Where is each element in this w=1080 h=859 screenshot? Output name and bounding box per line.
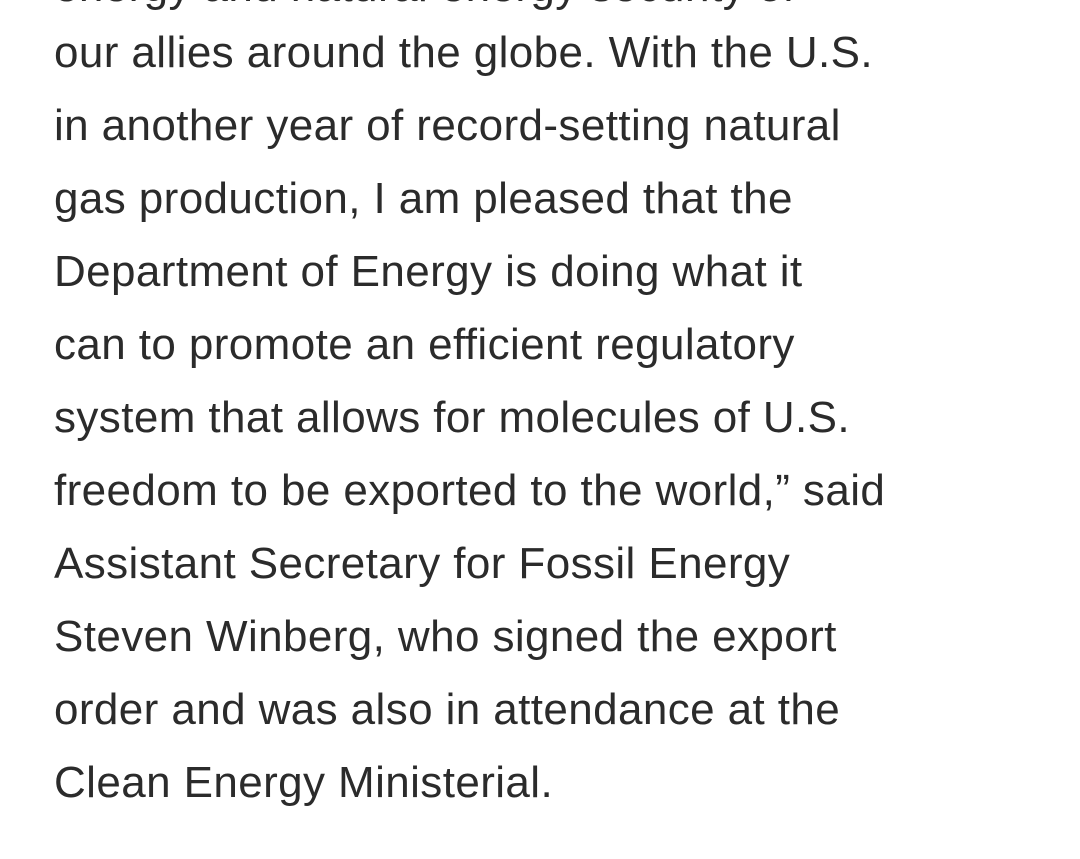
article-line: can to promote an efficient regulatory [54,308,885,381]
article-line: Assistant Secretary for Fossil Energy [54,527,885,600]
article-line: order and was also in attendance at the [54,673,885,746]
article-line: our allies around the globe. With the U.… [54,16,885,89]
article-line: Department of Energy is doing what it [54,235,885,308]
article-line: system that allows for molecules of U.S. [54,381,885,454]
article-line: in another year of record-setting natura… [54,89,885,162]
article-line: Clean Energy Ministerial. [54,746,885,819]
article-paragraph: our allies around the globe. With the U.… [54,16,885,819]
article-line: freedom to be exported to the world,” sa… [54,454,885,527]
article-line: Steven Winberg, who signed the export [54,600,885,673]
article-line: gas production, I am pleased that the [54,162,885,235]
